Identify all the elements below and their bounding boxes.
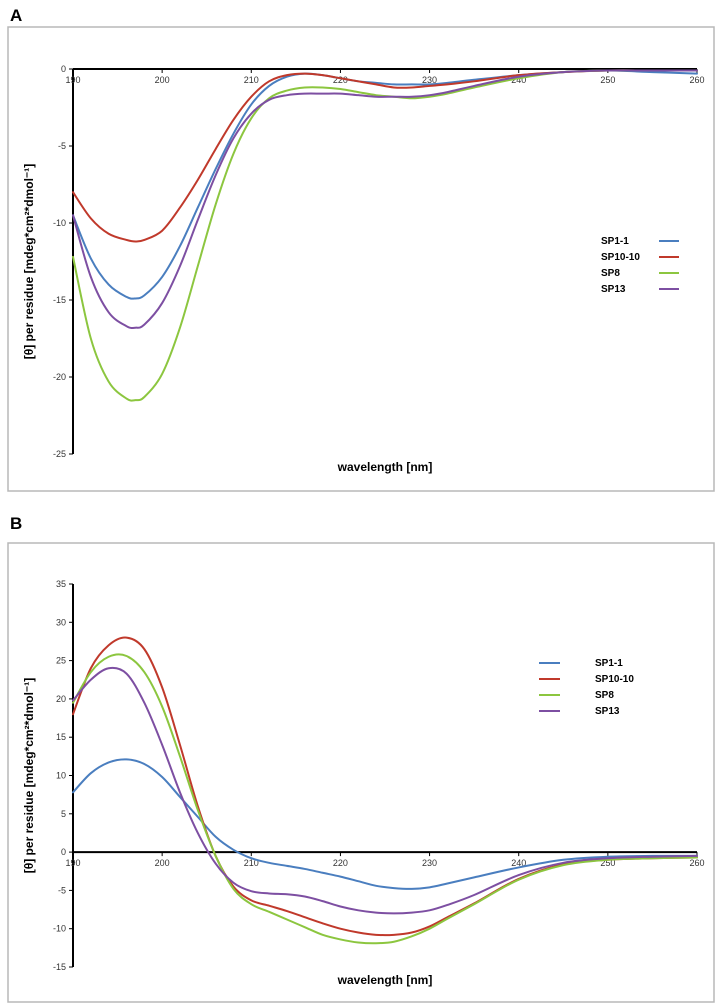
x-tick-label: 220 [333, 75, 348, 85]
chart-panel-a: 0 -5 -10 -15 -20 -25 190 200 210 220 230 240 250 260 S… [22, 64, 705, 474]
series-line-sp1-1 [72, 758, 698, 890]
x-tick-label: 240 [511, 858, 526, 868]
x-tick-label: 210 [244, 75, 259, 85]
y-tick-label: 30 [56, 617, 66, 627]
series-line-sp8 [72, 69, 698, 402]
series-line-sp8 [72, 653, 698, 945]
y-tick-label: 0 [61, 847, 66, 857]
x-tick-label: 230 [422, 75, 437, 85]
x-tick-label: 260 [689, 75, 704, 85]
legend-label-sp1-1: SP1-1 [601, 236, 629, 247]
y-tick-label: -25 [53, 449, 66, 459]
series-line-sp10-10 [72, 69, 698, 243]
panel-letter-a: A [10, 6, 22, 25]
series-line-sp13 [72, 666, 698, 915]
x-tick-label: 250 [600, 858, 615, 868]
y-axis-title: [θ] per residue [mdeg*cm²*dmol⁻¹] [22, 678, 36, 874]
y-tick-label: -5 [58, 141, 66, 151]
legend-label-sp13: SP13 [601, 284, 626, 295]
y-tick-label: -10 [53, 218, 66, 228]
legend-label-sp13: SP13 [595, 706, 620, 717]
legend-label-sp10-10: SP10-10 [601, 252, 640, 263]
x-tick-label: 210 [244, 858, 259, 868]
panel-a-frame [7, 26, 715, 492]
x-axis-title: wavelength [nm] [337, 973, 433, 987]
x-tick-label: 260 [689, 858, 704, 868]
chart-panel-b: 35 30 25 20 15 10 5 0 -5 -10 -15 190 200 210 220 230 240… [22, 579, 705, 987]
y-tick-label: -15 [53, 295, 66, 305]
x-tick-label: 190 [65, 75, 80, 85]
x-tick-label: 190 [65, 858, 80, 868]
y-tick-label: 35 [56, 579, 66, 589]
legend-label-sp8: SP8 [601, 268, 620, 279]
panel-letter-b: B [10, 514, 22, 533]
y-axis-title: [θ] per residue [mdeg*cm²*dmol⁻¹] [22, 164, 36, 360]
legend-label-sp10-10: SP10-10 [595, 674, 634, 685]
y-tick-label: 25 [56, 656, 66, 666]
y-tick-label: 20 [56, 694, 66, 704]
x-axis-title: wavelength [nm] [337, 460, 433, 474]
x-tick-label: 200 [155, 75, 170, 85]
y-tick-label: -10 [53, 924, 66, 934]
x-tick-label: 200 [155, 858, 170, 868]
x-tick-label: 230 [422, 858, 437, 868]
x-tick-label: 240 [511, 75, 526, 85]
y-tick-label: 10 [56, 771, 66, 781]
y-tick-label: -5 [58, 885, 66, 895]
panel-b-frame [7, 542, 715, 1003]
legend-label-sp8: SP8 [595, 690, 614, 701]
x-tick-label: 250 [600, 75, 615, 85]
x-tick-label: 220 [333, 858, 348, 868]
y-tick-label: -20 [53, 372, 66, 382]
y-tick-label: 15 [56, 732, 66, 742]
y-tick-label: 0 [61, 64, 66, 74]
y-tick-label: 5 [61, 809, 66, 819]
series-line-sp13 [72, 69, 698, 330]
legend-label-sp1-1: SP1-1 [595, 658, 623, 669]
y-tick-label: -15 [53, 962, 66, 972]
